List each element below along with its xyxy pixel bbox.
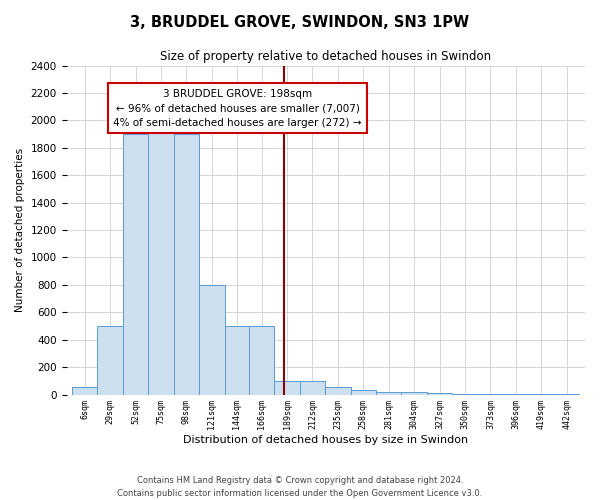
- Bar: [174, 134, 199, 394]
- Bar: [350, 390, 376, 394]
- Bar: [72, 387, 97, 394]
- Bar: [148, 127, 174, 394]
- Bar: [376, 392, 401, 394]
- Title: Size of property relative to detached houses in Swindon: Size of property relative to detached ho…: [160, 50, 491, 63]
- Bar: [427, 393, 452, 394]
- Text: 3 BRUDDEL GROVE: 198sqm
← 96% of detached houses are smaller (7,007)
4% of semi-: 3 BRUDDEL GROVE: 198sqm ← 96% of detache…: [113, 88, 362, 128]
- Bar: [123, 134, 148, 394]
- Bar: [300, 381, 325, 394]
- Bar: [249, 326, 274, 394]
- Bar: [224, 326, 249, 394]
- Y-axis label: Number of detached properties: Number of detached properties: [15, 148, 25, 312]
- Text: Contains HM Land Registry data © Crown copyright and database right 2024.
Contai: Contains HM Land Registry data © Crown c…: [118, 476, 482, 498]
- Bar: [199, 285, 224, 395]
- Text: 3, BRUDDEL GROVE, SWINDON, SN3 1PW: 3, BRUDDEL GROVE, SWINDON, SN3 1PW: [130, 15, 470, 30]
- Bar: [97, 326, 123, 394]
- Bar: [325, 387, 350, 394]
- Bar: [274, 381, 300, 394]
- Bar: [401, 392, 427, 394]
- X-axis label: Distribution of detached houses by size in Swindon: Distribution of detached houses by size …: [183, 435, 469, 445]
